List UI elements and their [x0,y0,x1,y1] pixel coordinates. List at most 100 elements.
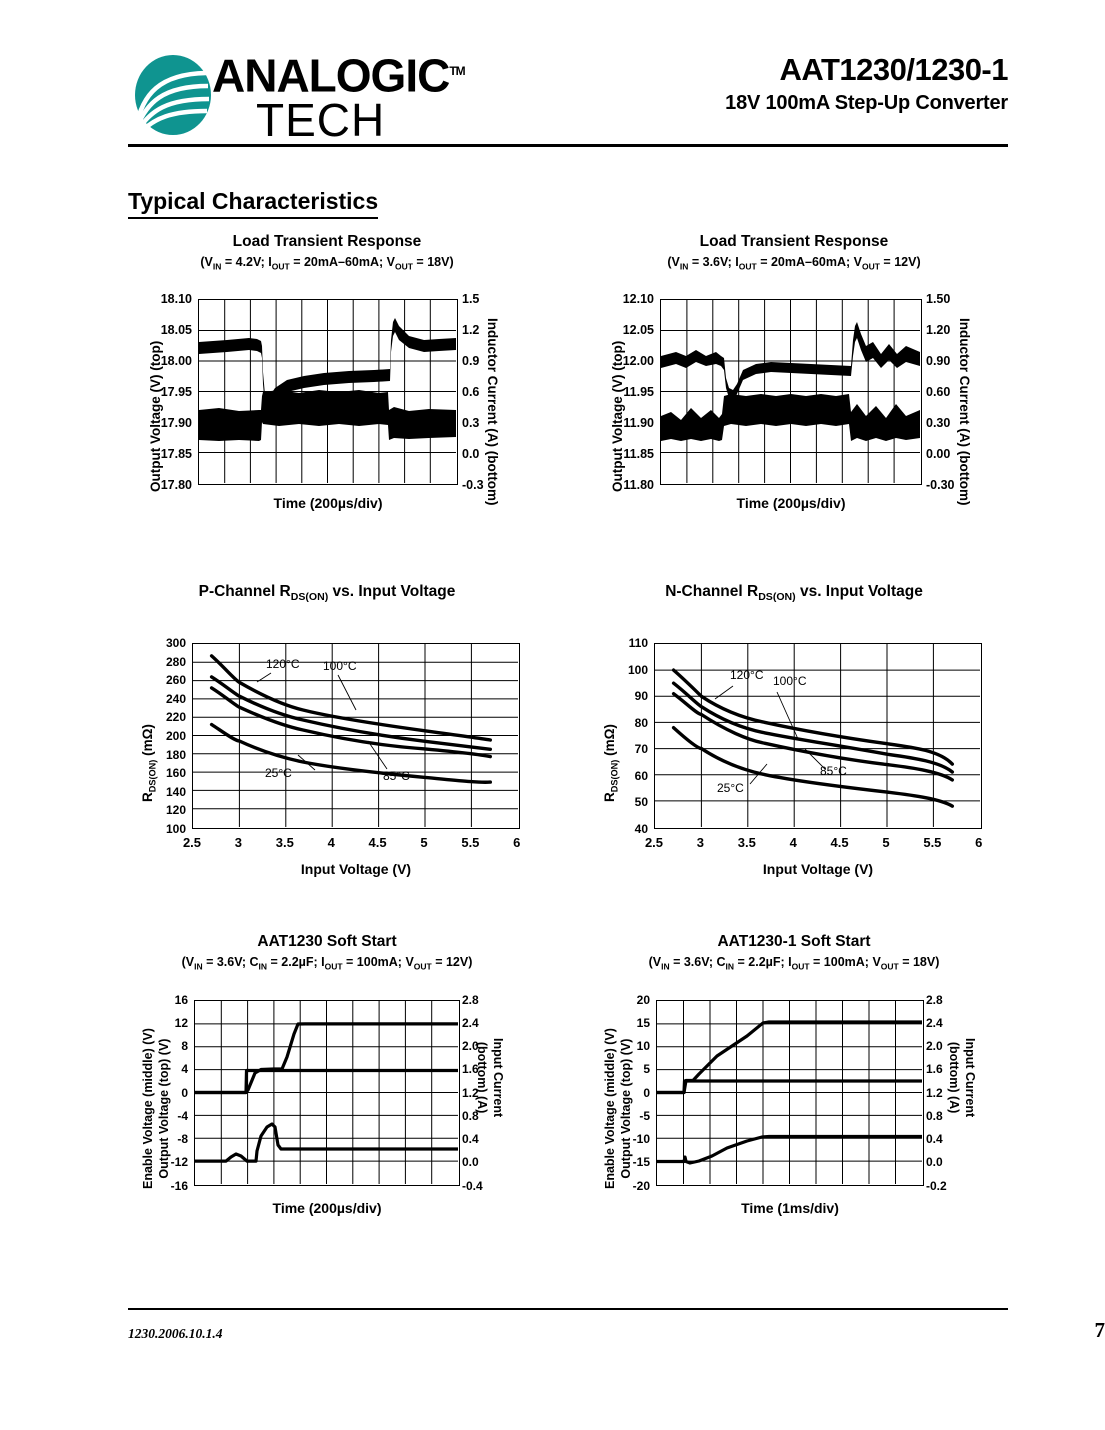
y-tick-left: 10 [636,1039,650,1053]
y-tick-left: -16 [170,1178,188,1193]
y-tick-left: 15 [636,1015,650,1030]
y-tick-left: 18.00 [160,353,192,368]
y-tick: 100 [627,662,648,677]
y-tick: 220 [165,710,186,725]
y-tick-right: 2.4 [462,1015,479,1030]
y-tick-right: -0.30 [926,477,955,492]
curve-label-100c: 100°C [773,674,807,689]
y-tick-left: 0 [643,1085,650,1100]
plot-area: Output Voltage (V) (top) Inductor Curren… [594,292,994,522]
figure-title: AAT1230 Soft Start [257,933,397,950]
y-tick: 200 [165,729,186,744]
y-tick-left: 11.85 [623,446,654,461]
y-tick-left: -4 [177,1108,188,1123]
x-axis-label: Time (200µs/div) [272,1199,382,1216]
trademark-symbol: TM [449,64,465,78]
curve-label-85c: 85°C [820,764,847,779]
y-tick-right: 2.8 [926,992,943,1007]
x-tick: 3.5 [737,835,756,851]
page-header: ANALOGICTM TECH AAT1230/1230-1 18V 100mA… [128,42,1009,143]
x-tick: 5 [420,835,428,851]
y-tick-right: 1.2 [462,1085,479,1100]
curves-svg [655,644,980,828]
plot-area: Output Voltage (V) (top) Inductor Curren… [132,292,522,522]
y-axis-left-line1: Enable Voltage (middle) (V) [141,1027,155,1189]
y-tick: 70 [634,742,648,757]
y-tick-right: 2.4 [926,1015,943,1030]
y-tick-right: 0.00 [926,446,951,461]
curves-svg [193,644,518,828]
logo-line-tech: TECH [256,94,386,147]
y-tick: 280 [165,654,186,669]
y-tick-right: 2.8 [462,992,479,1007]
plot-grid [660,298,922,485]
figure-subtitle: (VIN = 3.6V; CIN = 2.2µF; IOUT = 100mA; … [648,955,940,972]
y-tick-left: 12.05 [622,322,654,337]
x-axis-label: Time (1ms/div) [741,1199,839,1216]
x-tick: 2.5 [644,835,664,851]
analogic-tech-logo-icon [133,54,212,136]
y-tick-right: 0.4 [926,1132,943,1146]
y-tick-left: 16 [174,992,188,1007]
y-tick: 300 [165,636,186,651]
y-tick-right: 0.8 [926,1108,943,1123]
y-tick: 240 [165,691,186,706]
waveform-svg [657,1000,922,1184]
plot-grid [194,999,460,1186]
waveform-svg [195,1000,458,1184]
figure-title: N-Channel RDS(ON) vs. Input Voltage [665,583,923,604]
x-axis-label: Input Voltage (V) [762,861,874,878]
y-tick-right: 1.2 [926,1085,943,1100]
y-tick-left: 18.05 [160,322,192,337]
y-tick-left: 17.95 [160,384,192,399]
y-tick-right: -0.2 [926,1178,947,1193]
x-tick: 5 [882,835,890,851]
y-tick-right: 0.9 [462,353,480,368]
curve-label-100c: 100°C [323,659,357,674]
figure-title: Load Transient Response [232,233,422,250]
x-tick: 5.5 [461,835,480,851]
y-tick-left: -20 [632,1178,650,1193]
y-tick-left: 12.00 [622,353,654,368]
figure-soft-start-1230-1: AAT1230-1 Soft Start (VIN = 3.6V; CIN = … [594,932,994,1224]
y-tick-right: -0.3 [462,477,484,492]
y-tick-left: -5 [639,1108,650,1123]
plot-area: RDS(ON) (mΩ) 300 280 260 240 220 200 180… [132,636,522,897]
y-tick-right: 0.0 [926,1155,943,1170]
document-id: 1230.2006.10.1.4 [128,1326,223,1341]
y-tick-left: 17.80 [160,477,192,492]
figure-load-transient-18v: Load Transient Response (VIN = 4.2V; IOU… [132,232,522,522]
y-tick-right: 0.8 [462,1108,479,1123]
figure-title: Load Transient Response [699,233,889,250]
y-tick-right: 0.3 [462,415,480,430]
y-tick: 160 [165,766,186,781]
y-tick-left: -15 [632,1155,650,1170]
y-tick-right: 0.0 [462,1155,479,1170]
plot-area: RDS(ON) (mΩ) 110 100 90 80 70 60 50 40 [594,636,994,897]
y-tick: 100 [165,822,186,837]
x-tick: 3 [234,835,242,851]
company-logo: ANALOGICTM TECH [128,46,466,143]
part-tagline: 18V 100mA Step-Up Converter [725,92,1008,114]
y-tick: 120 [165,803,186,818]
figure-title: AAT1230-1 Soft Start [717,933,871,950]
logo-line-analogic: ANALOGIC [212,49,450,102]
y-tick: 50 [634,795,648,810]
y-tick: 140 [165,784,186,799]
x-tick: 4 [789,835,797,851]
curve-label-85c: 85°C [383,769,410,784]
figure-nchannel-rdson: N-Channel RDS(ON) vs. Input Voltage RDS(… [594,582,994,897]
y-tick: 40 [634,822,648,837]
y-tick: 110 [628,636,648,651]
header-divider [128,144,1008,147]
y-tick: 80 [634,715,648,730]
y-tick-right: 0.0 [462,446,480,461]
header-part-info: AAT1230/1230-1 18V 100mA Step-Up Convert… [488,52,1008,116]
y-tick: 90 [634,689,648,704]
y-tick-right: 0.90 [926,353,951,368]
waveform-svg [661,299,920,483]
y-tick-right: 1.50 [926,291,951,306]
figure-pchannel-rdson: P-Channel RDS(ON) vs. Input Voltage RDS(… [132,582,522,897]
y-tick-right: 1.6 [926,1062,943,1077]
